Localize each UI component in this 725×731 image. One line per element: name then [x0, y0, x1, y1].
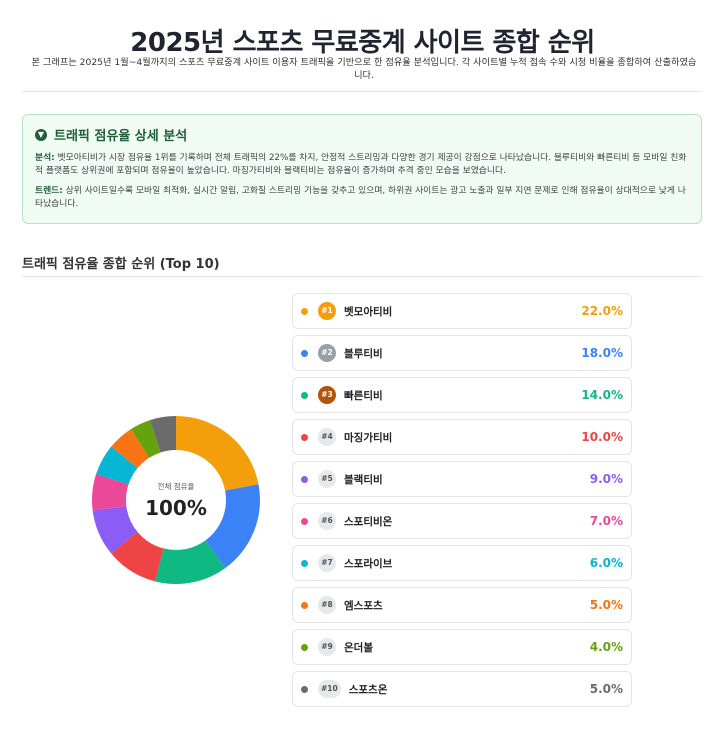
- donut-slice-10[interactable]: [150, 416, 176, 453]
- site-name: 스포라이브: [344, 557, 393, 570]
- rank-badge: #4: [318, 428, 336, 446]
- share-value: 6.0%: [589, 556, 623, 570]
- donut-center: 전체 점유율 100%: [92, 416, 260, 584]
- legend-dot: [301, 391, 308, 399]
- chevron-down-circle-icon: ▼: [35, 128, 47, 141]
- donut-chart: 전체 점유율 100%: [92, 416, 260, 584]
- rank-item[interactable]: #3 빠른티비 14.0%: [292, 377, 632, 413]
- analysis-label: 분석:: [35, 153, 55, 163]
- donut-svg: [92, 416, 260, 584]
- rank-item[interactable]: #8 엠스포츠 5.0%: [292, 587, 632, 623]
- site-name: 블루티비: [344, 347, 383, 360]
- analysis-paragraph: 분석: 벳모아티비가 시장 점유율 1위를 기록하며 전체 트래픽의 22%를 …: [35, 152, 689, 178]
- share-value: 5.0%: [589, 598, 623, 612]
- donut-slice-2[interactable]: [205, 484, 260, 568]
- rank-badge: #6: [318, 512, 336, 530]
- rank-item[interactable]: #10 스포츠온 5.0%: [292, 671, 632, 707]
- rank-item[interactable]: #5 블랙티비 9.0%: [292, 461, 632, 497]
- legend-dot: [301, 433, 308, 441]
- site-name: 벳모아티비: [344, 305, 393, 318]
- trend-label: 트렌드:: [35, 186, 63, 196]
- rank-item[interactable]: #4 마징가티비 10.0%: [292, 419, 632, 455]
- rank-item[interactable]: #6 스포티비온 7.0%: [292, 503, 632, 539]
- analysis-title: 트래픽 점유율 상세 분석: [54, 129, 188, 144]
- rank-badge: #1: [318, 302, 336, 320]
- donut-center-label: 전체 점유율: [157, 481, 195, 491]
- share-value: 7.0%: [589, 514, 623, 528]
- donut-slice-5[interactable]: [92, 506, 138, 554]
- site-name: 블랙티비: [344, 473, 383, 486]
- rank-item[interactable]: #7 스포라이브 6.0%: [292, 545, 632, 581]
- legend-dot: [301, 685, 308, 693]
- trend-paragraph: 트렌드: 상위 사이트일수록 모바일 최적화, 실시간 알림, 고화질 스트리밍…: [35, 185, 689, 211]
- share-value: 10.0%: [581, 430, 623, 444]
- legend-dot: [301, 643, 308, 651]
- legend-dot: [301, 349, 308, 357]
- share-value: 18.0%: [581, 346, 623, 360]
- analysis-header[interactable]: ▼ 트래픽 점유율 상세 분석: [35, 125, 689, 144]
- donut-slice-6[interactable]: [92, 474, 129, 511]
- donut-center-value: 100%: [145, 495, 207, 520]
- rank-list: #1 벳모아티비 22.0% #2 블루티비 18.0% #3 빠른티비 14.0% #4 마징가티…: [292, 293, 632, 713]
- section-divider: [22, 276, 702, 277]
- page-subtitle: 본 그래프는 2025년 1월~4월까지의 스포츠 무료중계 사이트 이용자 트…: [31, 57, 697, 81]
- header-divider: [22, 91, 702, 92]
- rank-badge: #5: [318, 470, 336, 488]
- donut-slice-7[interactable]: [96, 446, 138, 485]
- donut-slice-9[interactable]: [130, 420, 161, 458]
- donut-slice-4[interactable]: [111, 531, 164, 582]
- share-value: 4.0%: [589, 640, 623, 654]
- rank-badge: #3: [318, 386, 336, 404]
- site-name: 스포츠온: [348, 683, 388, 696]
- legend-dot: [301, 601, 308, 609]
- donut-slice-3[interactable]: [155, 540, 226, 584]
- rank-badge: #2: [318, 344, 336, 362]
- share-value: 22.0%: [581, 304, 623, 318]
- rank-badge: #9: [318, 638, 336, 656]
- rank-badge: #7: [318, 554, 336, 572]
- legend-dot: [301, 475, 308, 483]
- trend-text: 상위 사이트일수록 모바일 최적화, 실시간 알림, 고화질 스트리밍 기능을 …: [35, 186, 686, 209]
- site-name: 스포티비온: [344, 515, 393, 528]
- rank-badge: #10: [318, 680, 341, 698]
- site-name: 엠스포츠: [344, 599, 383, 612]
- rank-item[interactable]: #9 온더볼 4.0%: [292, 629, 632, 665]
- donut-slice-8[interactable]: [111, 429, 150, 469]
- donut-slice-1[interactable]: [176, 416, 259, 491]
- rank-item[interactable]: #2 블루티비 18.0%: [292, 335, 632, 371]
- rank-badge: #8: [318, 596, 336, 614]
- share-value: 9.0%: [589, 472, 623, 486]
- site-name: 마징가티비: [344, 431, 393, 444]
- legend-dot: [301, 517, 308, 525]
- site-name: 온더볼: [344, 641, 373, 654]
- legend-dot: [301, 307, 308, 315]
- site-name: 빠른티비: [344, 389, 383, 402]
- page-title: 2025년 스포츠 무료중계 사이트 종합 순위: [130, 28, 595, 58]
- share-value: 14.0%: [581, 388, 623, 402]
- share-value: 5.0%: [589, 682, 623, 696]
- rank-item[interactable]: #1 벳모아티비 22.0%: [292, 293, 632, 329]
- legend-dot: [301, 559, 308, 567]
- section-title: 트래픽 점유율 종합 순위 (Top 10): [22, 257, 220, 272]
- analysis-panel: ▼ 트래픽 점유율 상세 분석 분석: 벳모아티비가 시장 점유율 1위를 기록…: [22, 114, 702, 224]
- analysis-text: 벳모아티비가 시장 점유율 1위를 기록하며 전체 트래픽의 22%를 차지, …: [35, 153, 687, 176]
